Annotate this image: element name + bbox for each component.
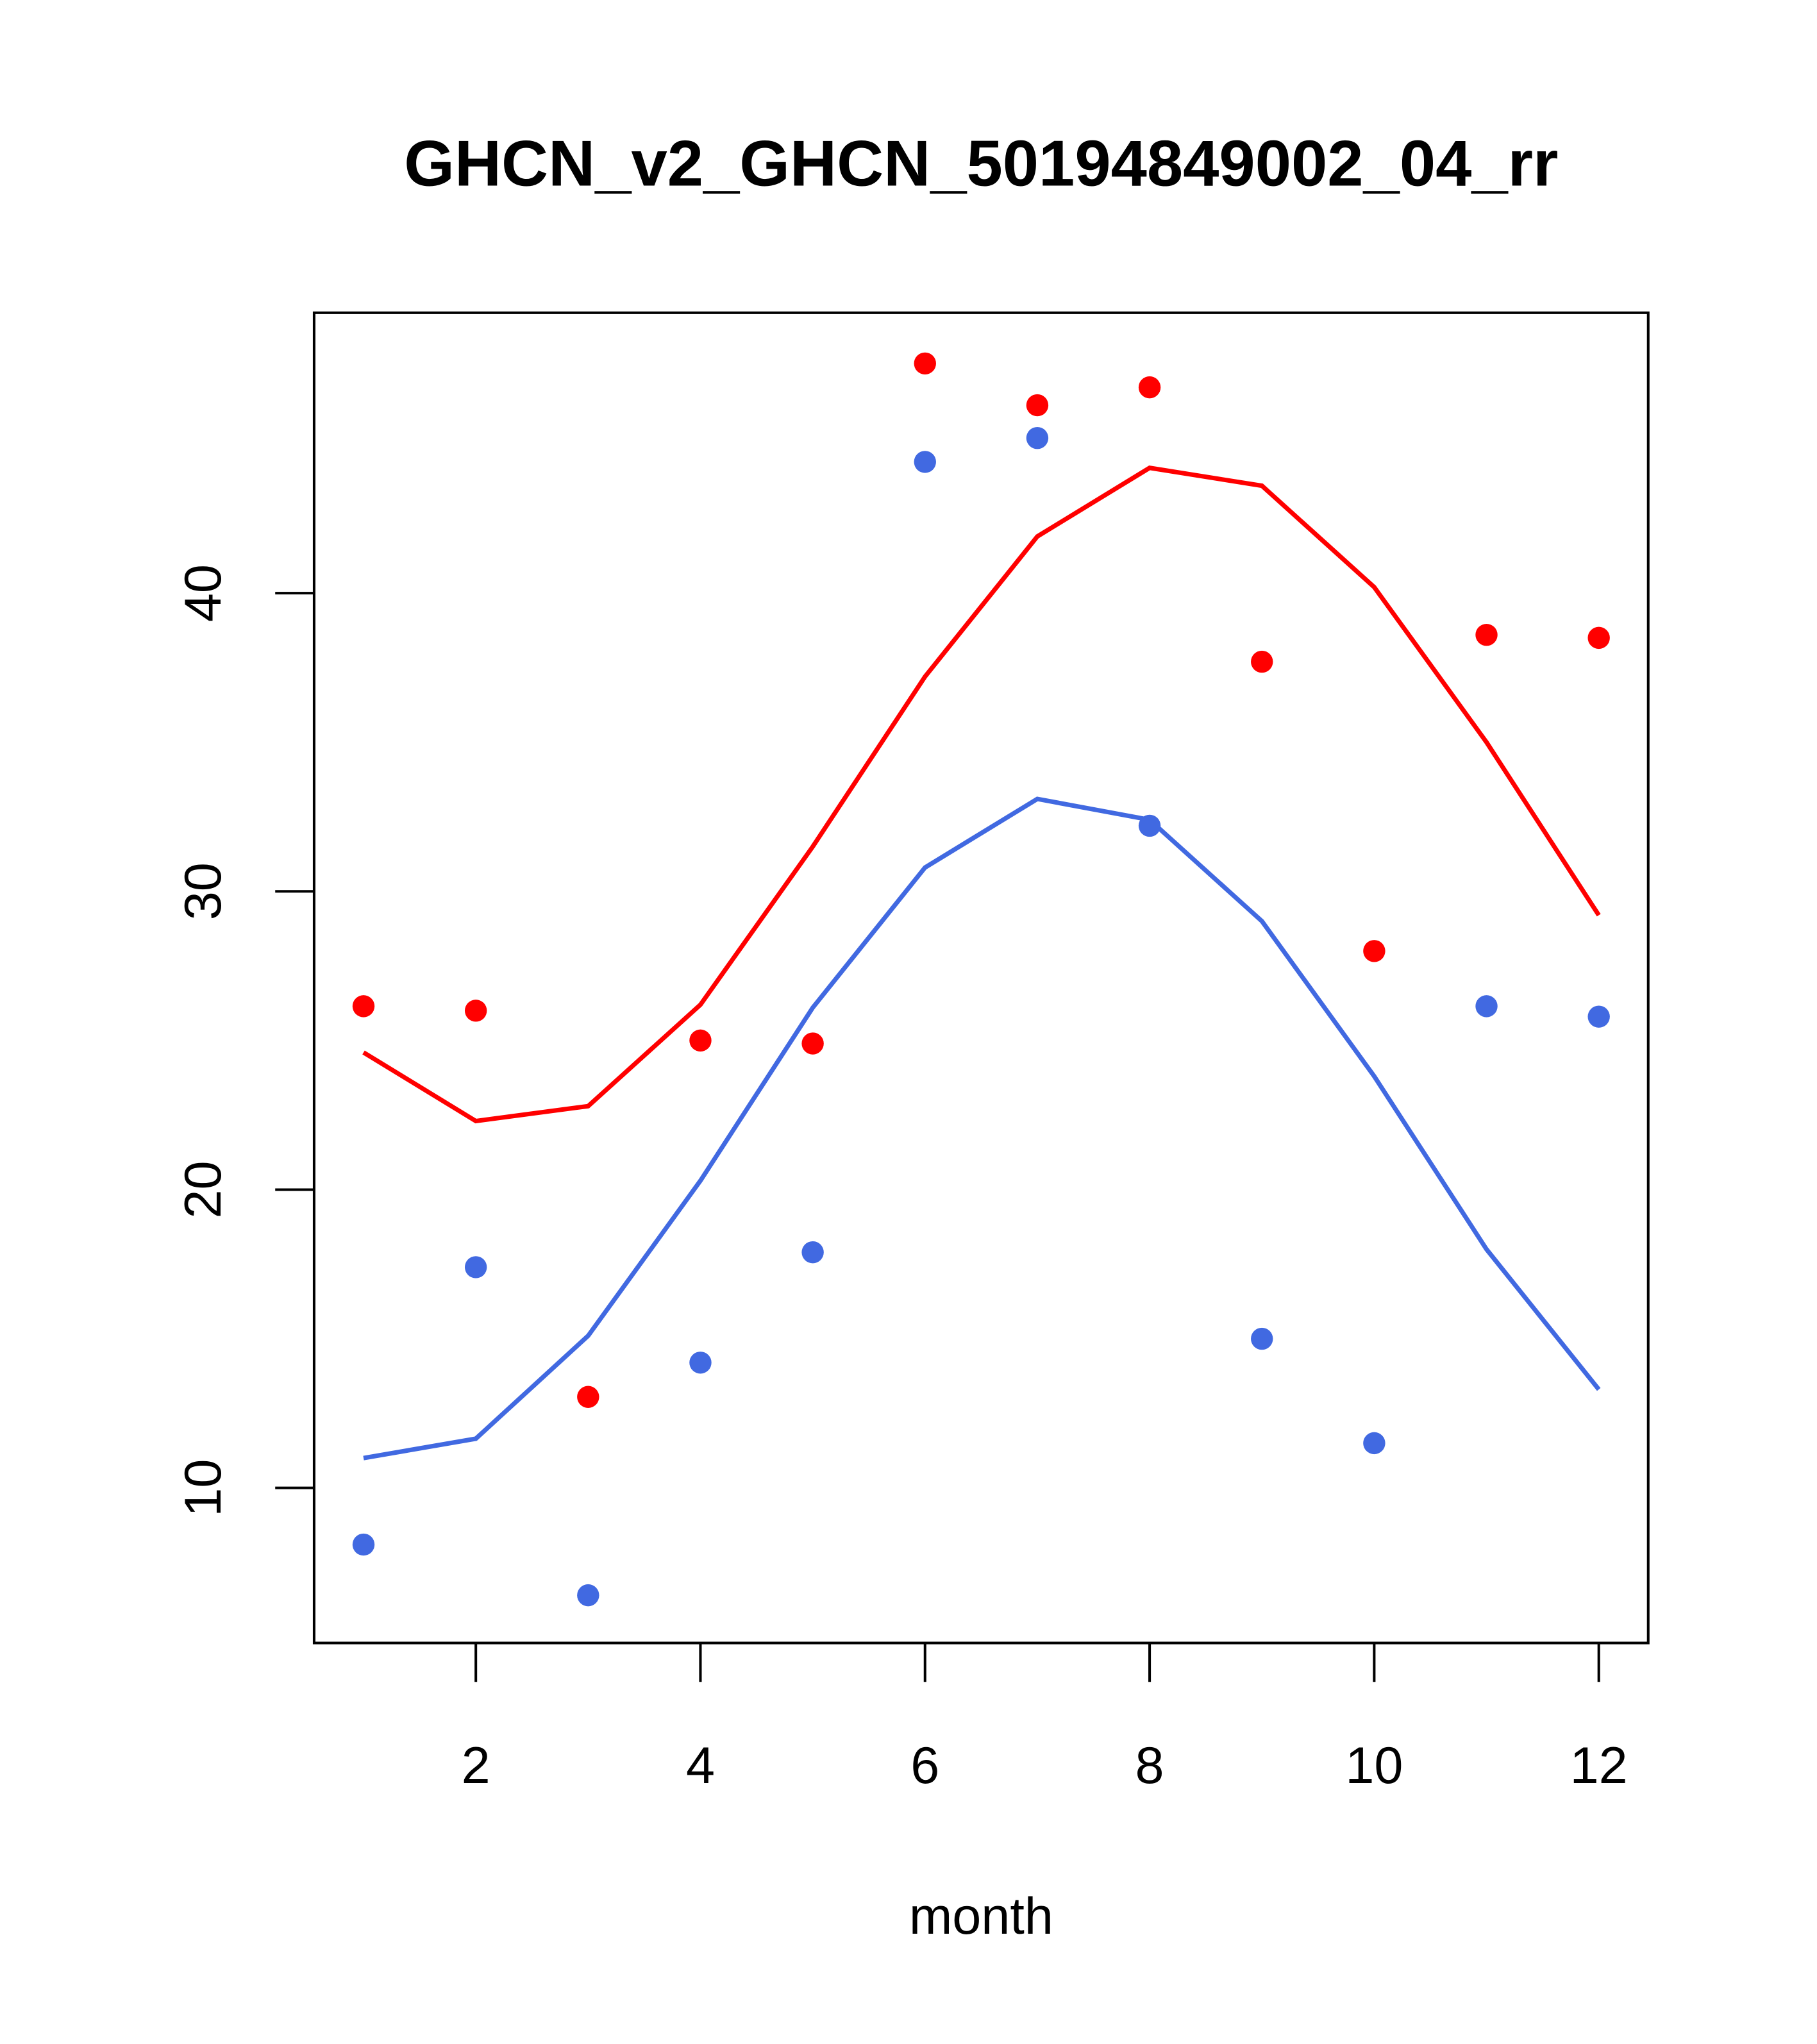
blue-point xyxy=(1026,426,1049,449)
red-point xyxy=(1138,376,1161,399)
blue-point xyxy=(1475,995,1498,1018)
blue-point xyxy=(352,1533,375,1556)
x-tick-label: 12 xyxy=(1570,1737,1628,1795)
x-tick-label: 8 xyxy=(1135,1737,1164,1795)
red-line xyxy=(362,465,1601,1124)
y-axis: 10 20 30 40 xyxy=(174,564,314,1517)
red-point xyxy=(464,1000,487,1022)
blue-point xyxy=(914,451,936,473)
blue-line xyxy=(363,796,1601,1461)
red-point xyxy=(1363,940,1386,962)
red-point xyxy=(1475,624,1498,646)
y-tick-label: 10 xyxy=(174,1459,232,1517)
blue-point xyxy=(1138,814,1161,837)
chart-title: GHCN_v2_GHCN_50194849002_04_rr xyxy=(404,127,1558,199)
red-point xyxy=(352,995,375,1018)
blue-point xyxy=(1587,1005,1610,1028)
y-tick-label: 20 xyxy=(174,1160,232,1218)
series-points xyxy=(352,352,1610,1607)
red-point xyxy=(689,1029,712,1052)
red-point xyxy=(801,1032,824,1055)
red-point xyxy=(914,352,936,375)
blue-point xyxy=(577,1584,599,1607)
red-point xyxy=(1026,394,1049,417)
x-axis: 2 4 6 8 10 12 xyxy=(462,1643,1628,1795)
blue-point xyxy=(801,1241,824,1264)
red-point xyxy=(577,1386,599,1408)
blue-point xyxy=(689,1352,712,1374)
series-lines xyxy=(362,465,1601,1461)
red-point xyxy=(1251,650,1273,673)
blue-point xyxy=(1251,1327,1273,1350)
x-tick-label: 2 xyxy=(462,1737,490,1795)
x-axis-label: month xyxy=(909,1888,1053,1945)
y-tick-label: 40 xyxy=(174,564,232,622)
x-tick-label: 10 xyxy=(1345,1737,1403,1795)
plot-frame xyxy=(312,311,1650,1645)
y-tick-label: 30 xyxy=(174,862,232,920)
x-tick-label: 6 xyxy=(910,1737,939,1795)
blue-point xyxy=(1363,1432,1386,1455)
x-tick-label: 4 xyxy=(686,1737,715,1795)
blue-point xyxy=(464,1256,487,1278)
red-point xyxy=(1587,626,1610,649)
